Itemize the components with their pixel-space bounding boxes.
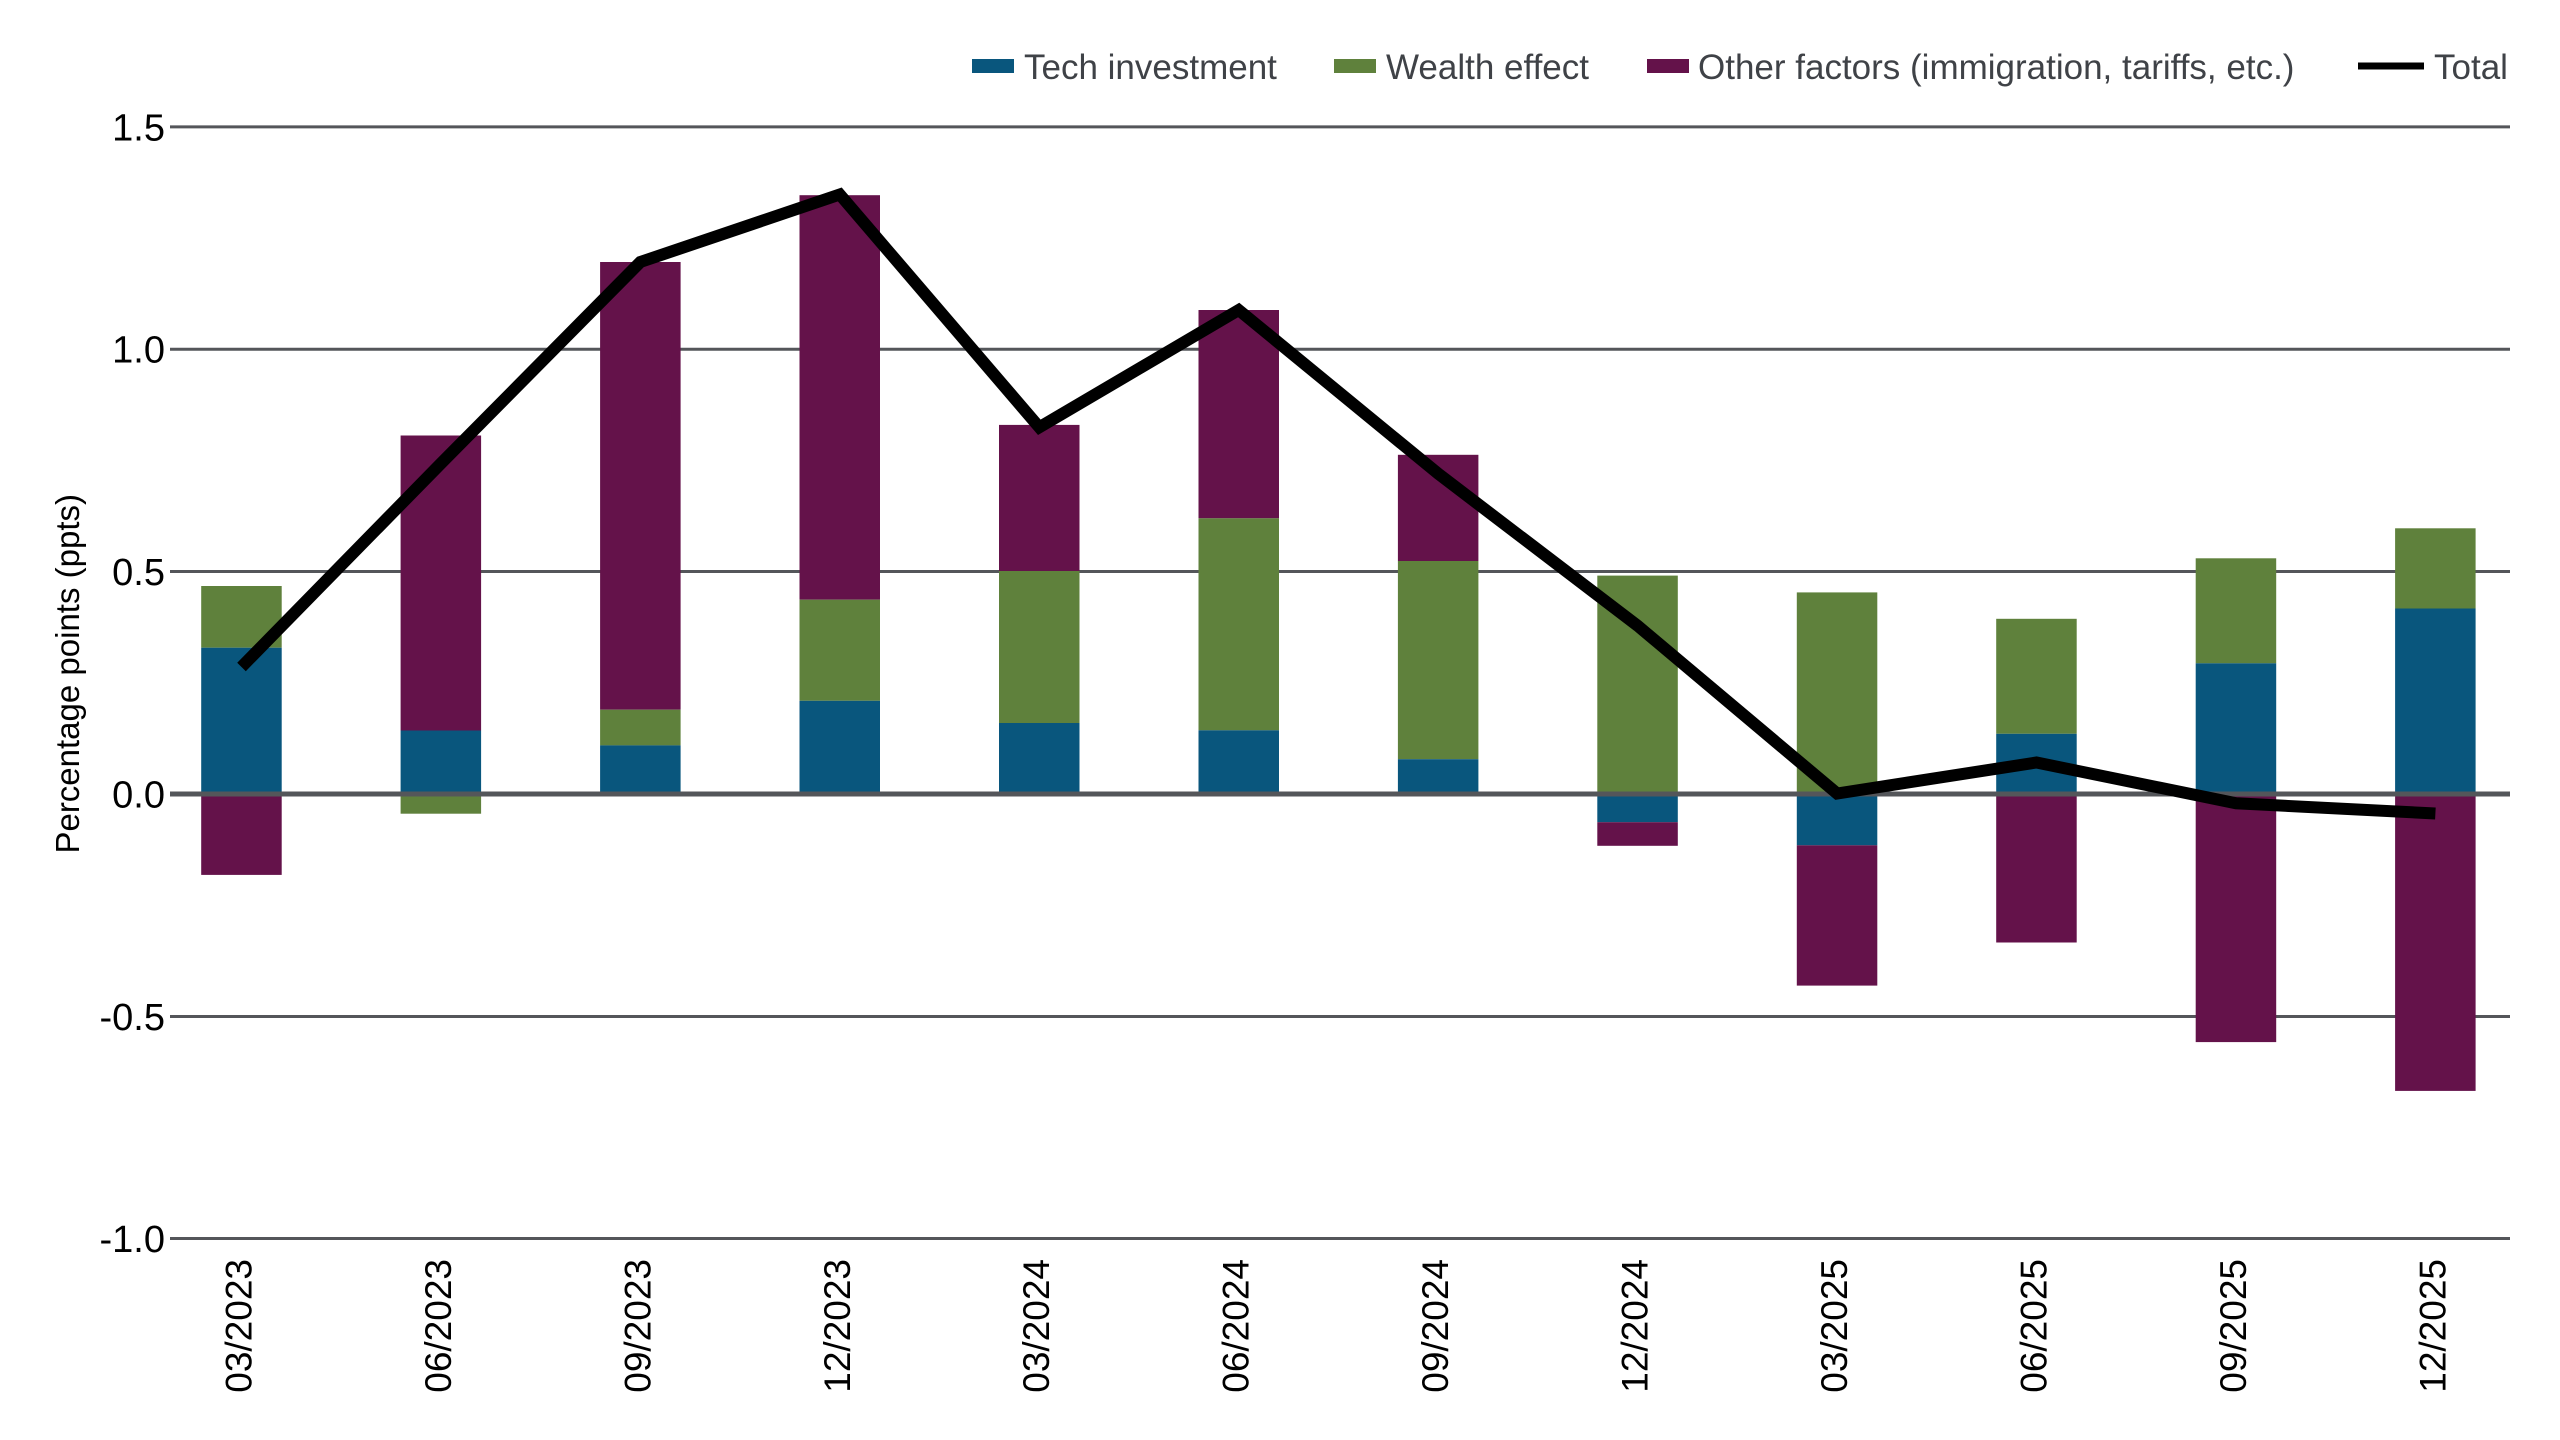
- svg-text:03/2024: 03/2024: [1016, 1259, 1057, 1393]
- svg-text:06/2025: 06/2025: [2014, 1259, 2055, 1393]
- svg-text:12/2025: 12/2025: [2412, 1259, 2453, 1393]
- svg-text:03/2023: 03/2023: [218, 1259, 259, 1393]
- svg-text:Tech investment: Tech investment: [1024, 48, 1277, 87]
- svg-text:06/2024: 06/2024: [1216, 1259, 1257, 1393]
- svg-text:09/2023: 09/2023: [617, 1259, 658, 1393]
- svg-text:1.5: 1.5: [112, 107, 165, 149]
- svg-text:09/2025: 09/2025: [2213, 1259, 2254, 1393]
- svg-text:0.0: 0.0: [112, 775, 165, 817]
- svg-text:Percentage points (ppts): Percentage points (ppts): [49, 494, 86, 854]
- svg-text:03/2025: 03/2025: [1814, 1259, 1855, 1393]
- svg-text:1.0: 1.0: [112, 330, 165, 372]
- svg-text:12/2023: 12/2023: [817, 1259, 858, 1393]
- svg-text:09/2024: 09/2024: [1415, 1259, 1456, 1393]
- svg-text:Wealth effect: Wealth effect: [1386, 48, 1589, 87]
- svg-text:-0.5: -0.5: [100, 997, 165, 1039]
- svg-text:-1.0: -1.0: [100, 1219, 165, 1261]
- svg-text:Other factors (immigration, ta: Other factors (immigration, tariffs, etc…: [1698, 48, 2294, 87]
- svg-text:0.5: 0.5: [112, 552, 165, 594]
- svg-text:12/2024: 12/2024: [1615, 1259, 1656, 1393]
- svg-text:Total: Total: [2434, 48, 2508, 87]
- svg-text:06/2023: 06/2023: [418, 1259, 459, 1393]
